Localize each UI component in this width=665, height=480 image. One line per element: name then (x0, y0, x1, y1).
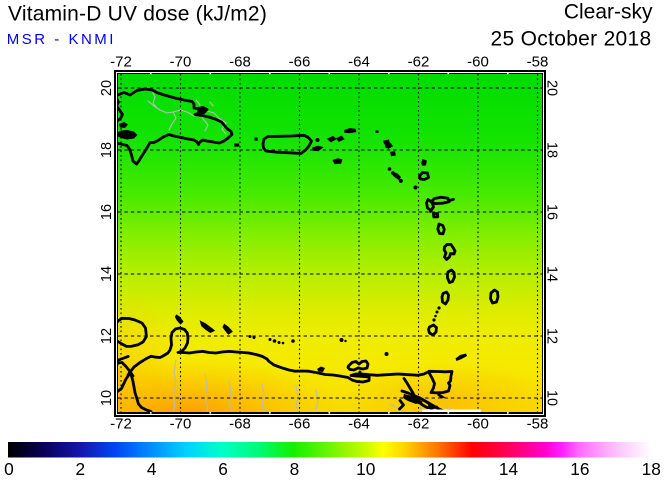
svg-text:-68: -68 (229, 54, 251, 71)
svg-text:16: 16 (570, 459, 589, 479)
svg-text:14: 14 (99, 266, 115, 282)
svg-text:4: 4 (147, 459, 157, 479)
svg-text:-60: -60 (467, 54, 489, 71)
svg-text:-64: -64 (348, 54, 370, 71)
svg-text:20: 20 (99, 80, 115, 96)
svg-text:2: 2 (75, 459, 85, 479)
svg-text:8: 8 (290, 459, 300, 479)
svg-text:-62: -62 (408, 416, 430, 433)
svg-text:10: 10 (544, 390, 560, 406)
svg-text:12: 12 (544, 328, 560, 344)
svg-text:20: 20 (544, 80, 560, 96)
svg-text:0: 0 (4, 459, 14, 479)
svg-text:-64: -64 (348, 416, 370, 433)
svg-text:18: 18 (99, 142, 115, 158)
svg-text:25 October 2018: 25 October 2018 (491, 28, 652, 51)
svg-text:-66: -66 (289, 416, 311, 433)
svg-text:12: 12 (428, 459, 447, 479)
svg-text:-70: -70 (170, 416, 192, 433)
svg-text:-66: -66 (289, 54, 311, 71)
svg-text:14: 14 (544, 266, 560, 282)
svg-text:14: 14 (499, 459, 519, 479)
svg-text:-62: -62 (408, 54, 430, 71)
svg-text:-60: -60 (467, 416, 489, 433)
svg-text:Vitamin-D UV dose (kJ/m2): Vitamin-D UV dose (kJ/m2) (8, 3, 267, 26)
svg-text:16: 16 (99, 204, 115, 220)
svg-text:12: 12 (99, 328, 115, 344)
svg-text:-70: -70 (170, 54, 192, 71)
svg-text:18: 18 (544, 142, 560, 158)
svg-text:Clear-sky: Clear-sky (564, 1, 653, 24)
svg-text:-58: -58 (527, 54, 549, 71)
svg-text:6: 6 (218, 459, 228, 479)
svg-text:-58: -58 (527, 416, 549, 433)
svg-text:10: 10 (99, 390, 115, 406)
svg-text:16: 16 (544, 204, 560, 220)
svg-text:-72: -72 (110, 54, 132, 71)
svg-text:10: 10 (356, 459, 375, 479)
svg-text:-68: -68 (229, 416, 251, 433)
svg-text:MSR - KNMI: MSR - KNMI (7, 31, 116, 48)
svg-text:-72: -72 (110, 416, 132, 433)
svg-text:18: 18 (642, 459, 661, 479)
